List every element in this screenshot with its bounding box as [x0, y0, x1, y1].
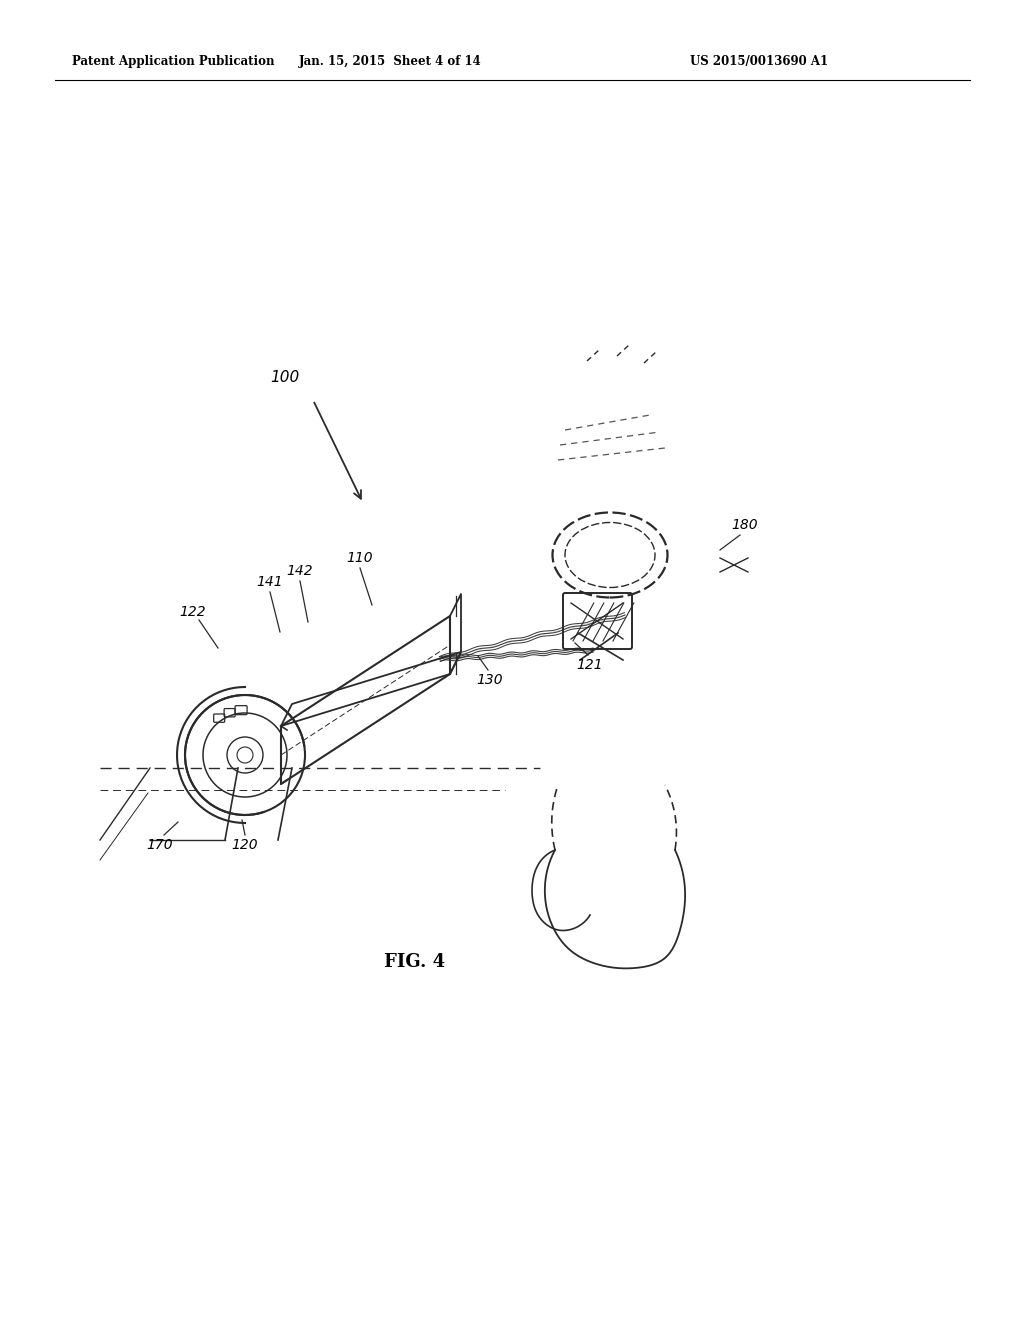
Text: 121: 121 [577, 657, 603, 672]
Text: 170: 170 [146, 838, 173, 851]
Text: 142: 142 [287, 564, 313, 578]
Text: Patent Application Publication: Patent Application Publication [72, 55, 274, 69]
Text: 122: 122 [179, 605, 206, 619]
Text: 141: 141 [257, 576, 284, 589]
Text: 130: 130 [477, 673, 504, 686]
Text: 120: 120 [231, 838, 258, 851]
Text: Jan. 15, 2015  Sheet 4 of 14: Jan. 15, 2015 Sheet 4 of 14 [299, 55, 481, 69]
Text: 100: 100 [270, 371, 300, 385]
Text: 110: 110 [347, 550, 374, 565]
Text: 180: 180 [732, 517, 759, 532]
Text: FIG. 4: FIG. 4 [384, 953, 445, 972]
Text: US 2015/0013690 A1: US 2015/0013690 A1 [690, 55, 828, 69]
